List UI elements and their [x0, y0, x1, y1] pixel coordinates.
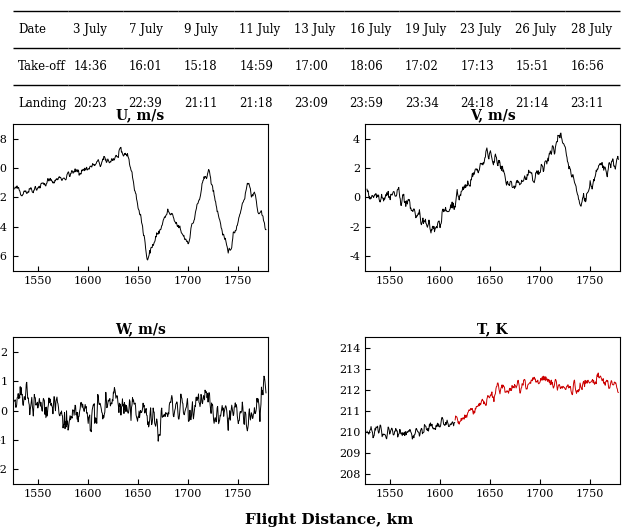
Title: T, K: T, K — [477, 322, 508, 336]
Title: V, m/s: V, m/s — [470, 109, 515, 123]
Text: Flight Distance, km: Flight Distance, km — [245, 513, 413, 527]
Title: W, m/s: W, m/s — [115, 322, 166, 336]
Title: U, m/s: U, m/s — [116, 109, 165, 123]
